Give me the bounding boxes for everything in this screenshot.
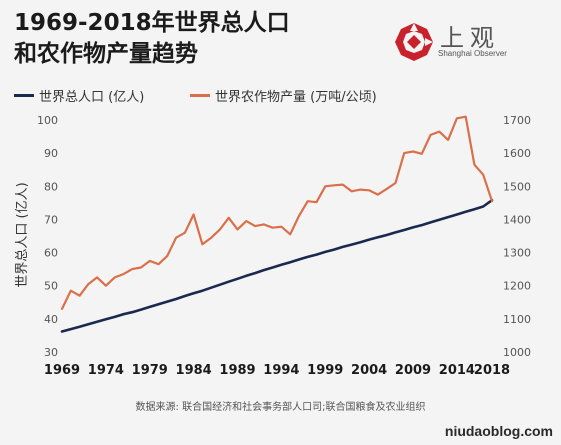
right-axis-ticks: 1000 1100 1200 1300 1400 1500 1600 1700 [503, 114, 531, 359]
y-axis-label: 世界总人口 (亿人) [15, 182, 30, 287]
x-tick-label: 1999 [307, 363, 343, 378]
legend-label-population: 世界总人口 (亿人) [39, 90, 145, 105]
shanghai-observer-logo: 上观 Shanghai Observer [392, 18, 510, 66]
x-tick-label: 1989 [219, 363, 255, 378]
data-source-note: 数据来源: 联合国经济和社会事务部人口司;联合国粮食及农业组织 [135, 402, 426, 413]
left-tick-label: 50 [44, 280, 58, 293]
left-tick-label: 90 [44, 147, 58, 160]
y-axis-label-text: 世界总人口 (亿人) [15, 182, 30, 287]
x-tick-label: 1974 [88, 363, 124, 378]
legend-item-population: 世界总人口 (亿人) [14, 86, 144, 105]
right-tick-label: 1200 [503, 280, 531, 293]
crop-series-line [60, 115, 494, 310]
x-tick-label: 1979 [132, 363, 168, 378]
x-tick-label: 1984 [176, 363, 212, 378]
x-tick-label: 1994 [263, 363, 299, 378]
x-axis-ticks: 1969 1974 1979 1984 1989 1994 1999 2004 2009 2014… [44, 363, 510, 378]
chart-title: 1969-2018年世界总人口 和农作物产量趋势 [14, 8, 290, 70]
title-line-2: 和农作物产量趋势 [14, 41, 198, 67]
x-tick-label: 2009 [395, 363, 431, 378]
shanghai-observer-logo-icon [395, 23, 433, 61]
x-tick-label: 2018 [474, 363, 510, 378]
left-tick-label: 60 [44, 247, 58, 260]
right-tick-label: 1700 [503, 114, 531, 127]
left-tick-label: 100 [37, 114, 58, 127]
right-tick-label: 1000 [503, 346, 531, 359]
right-tick-label: 1500 [503, 180, 531, 193]
series-lines [60, 115, 494, 333]
right-tick-label: 1100 [503, 313, 531, 326]
right-tick-label: 1300 [503, 247, 531, 260]
x-tick-label: 1969 [44, 363, 80, 378]
right-tick-label: 1600 [503, 147, 531, 160]
legend-swatch-crop [190, 94, 210, 97]
logo-text-en: Shanghai Observer [438, 49, 507, 58]
x-tick-label: 2014 [439, 363, 475, 378]
legend-swatch-population [14, 94, 34, 97]
watermark: niudaoblog.com [444, 423, 553, 439]
left-tick-label: 70 [44, 213, 58, 226]
left-tick-label: 30 [44, 346, 58, 359]
left-tick-label: 80 [44, 180, 58, 193]
left-tick-label: 40 [44, 313, 58, 326]
logo-text-cn: 上观 [440, 24, 500, 52]
title-line-1: 1969-2018年世界总人口 [14, 10, 290, 36]
right-tick-label: 1400 [503, 213, 531, 226]
legend-item-crop: 世界农作物产量 (万吨/公顷) [190, 86, 377, 105]
x-tick-label: 2004 [351, 363, 387, 378]
legend-label-crop: 世界农作物产量 (万吨/公顷) [215, 90, 377, 105]
left-axis-ticks: 30 40 50 60 70 80 90 100 [37, 114, 58, 359]
population-series-line [60, 198, 494, 333]
